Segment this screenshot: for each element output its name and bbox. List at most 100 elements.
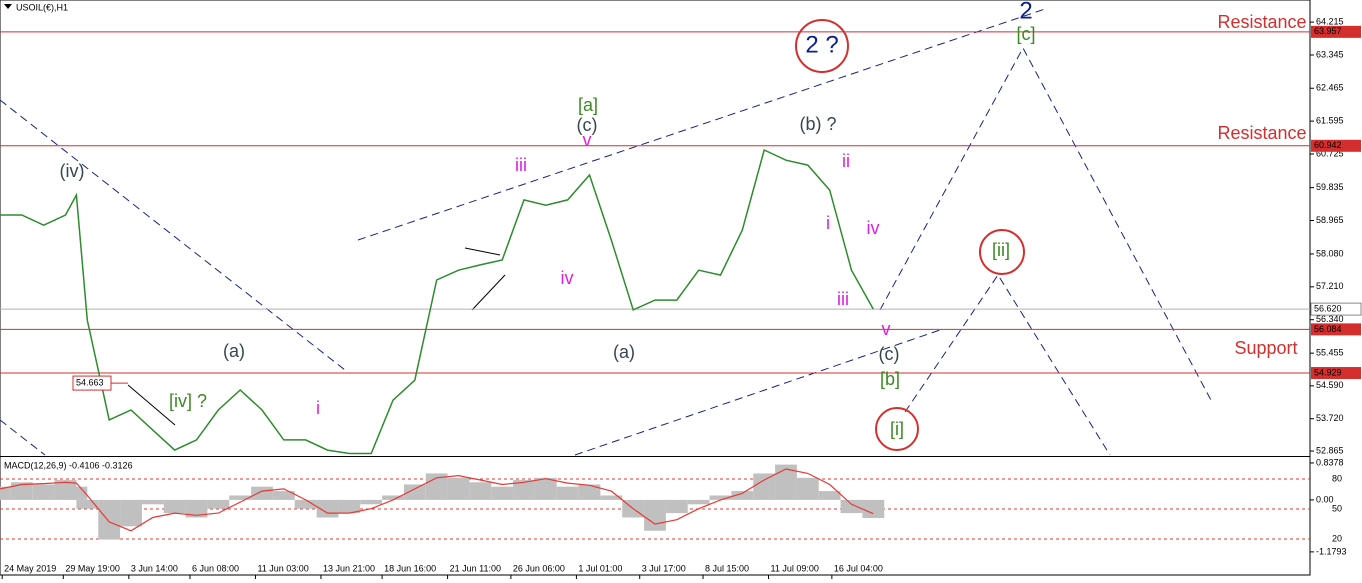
- macd-bar: [840, 499, 863, 514]
- level-value: 63.957: [1314, 26, 1342, 36]
- wave-label: iii: [837, 289, 849, 309]
- y-tick-label: 52.865: [1316, 445, 1344, 455]
- y-tick-label: 60.725: [1316, 148, 1344, 158]
- y-tick-label: 59.835: [1316, 182, 1344, 192]
- macd-bar: [382, 495, 404, 500]
- macd-bar: [469, 482, 492, 500]
- x-tick-label: 24 May 2019: [4, 563, 56, 573]
- wave-label: i: [826, 213, 830, 233]
- macd-bar: [775, 464, 797, 500]
- marker-tag: [72, 375, 112, 391]
- macd-bar: [818, 491, 841, 500]
- wave-label: (c): [879, 344, 900, 364]
- level-value: 54.929: [1314, 367, 1342, 377]
- x-tick-label: 21 Jun 11:00: [450, 563, 501, 573]
- y-tick-label: 55.455: [1316, 348, 1344, 358]
- macd-bar: [447, 477, 470, 500]
- current-price-tag: [1310, 302, 1362, 316]
- level-tag: [1311, 139, 1361, 152]
- macd-bar: [338, 499, 361, 514]
- level-value: 56.084: [1314, 324, 1342, 334]
- wave-label: (a): [613, 342, 635, 362]
- wave-label: v: [882, 319, 891, 339]
- x-tick-label: 3 Jul 17:00: [642, 563, 686, 573]
- macd-bar: [294, 499, 317, 509]
- wave-label: 2: [1019, 0, 1032, 24]
- y-tick-label: 56.340: [1316, 314, 1344, 324]
- y-tick-label: 53.720: [1316, 413, 1344, 423]
- y-tick-label: -1.1793: [1316, 546, 1347, 556]
- wave-label: ii: [842, 151, 850, 171]
- wave-label: [a]: [578, 95, 598, 115]
- wave-label: (c): [577, 115, 598, 135]
- wave-label: [i]: [890, 419, 904, 439]
- wave-label: iv: [561, 268, 574, 288]
- macd-bar: [491, 486, 514, 500]
- level-label: Resistance: [1217, 123, 1306, 143]
- x-tick-label: 26 Jun 06:00: [513, 563, 565, 573]
- level-tag: [1311, 25, 1361, 38]
- y-tick-label: 64.215: [1316, 16, 1344, 26]
- y2-tick-label: 80: [1332, 473, 1342, 483]
- current-price: 56.620: [1314, 304, 1342, 314]
- wave-label: v: [583, 130, 592, 150]
- y-tick-label: 58.080: [1316, 248, 1344, 258]
- wave-label: (b) ?: [799, 114, 836, 134]
- price-line: [0, 148, 874, 455]
- macd-bar: [185, 499, 208, 518]
- macd-bar: [32, 484, 55, 500]
- macd-bar: [229, 495, 252, 500]
- wave-label: [b]: [880, 369, 900, 389]
- macd-bar: [796, 477, 819, 500]
- macd-bar: [0, 486, 11, 500]
- level-label: Resistance: [1217, 12, 1306, 32]
- x-tick-label: 6 Jun 08:00: [192, 563, 239, 573]
- signal-line: [0, 468, 874, 532]
- macd-bar: [207, 499, 230, 509]
- y-tick-label: 63.345: [1316, 49, 1344, 59]
- macd-bar: [120, 499, 142, 527]
- x-tick-label: 13 Jun 21:00: [323, 563, 375, 573]
- level-label: Support: [1234, 338, 1297, 358]
- macd-bar: [403, 484, 426, 500]
- x-tick-label: 3 Jun 14:00: [131, 563, 178, 573]
- wave-label: (iv): [60, 161, 85, 181]
- level-tag: [1311, 367, 1361, 380]
- wave-label: iv: [867, 218, 880, 238]
- macd-bar: [753, 473, 776, 500]
- macd-bar: [141, 499, 164, 505]
- wave-label: 2 ?: [805, 31, 838, 58]
- macd-bar: [513, 480, 535, 500]
- macd-bar: [534, 477, 557, 500]
- y-tick-label: 58.965: [1316, 215, 1344, 225]
- x-tick-label: 11 Jul 09:00: [771, 563, 819, 573]
- macd-bar: [709, 495, 732, 500]
- macd-label: MACD(12,26,9) -0.4106 -0.3126: [4, 460, 133, 470]
- x-tick-label: 29 May 19:00: [65, 563, 120, 573]
- trend-lines: [0, 7, 1213, 456]
- y2-tick-label: 50: [1332, 503, 1342, 513]
- macd-bar: [731, 491, 754, 500]
- macd-bar: [665, 499, 688, 514]
- wave-label: [c]: [1016, 24, 1035, 44]
- y2-tick-label: 20: [1332, 533, 1342, 543]
- marker-value: 54.663: [76, 377, 104, 387]
- level-tag: [1311, 323, 1361, 336]
- y-tick-label: 61.595: [1316, 115, 1344, 125]
- macd-bar: [272, 491, 295, 500]
- y-tick-label: 0.8378: [1316, 457, 1344, 467]
- x-tick-label: 11 Jun 03:00: [257, 563, 308, 573]
- macd-bar: [687, 499, 710, 505]
- x-tick-label: 16 Jul 04:00: [834, 563, 883, 573]
- x-tick-label: 18 Jun 16:00: [384, 563, 436, 573]
- wave-label: i: [316, 398, 320, 418]
- macd-bar: [644, 499, 666, 531]
- macd-bar: [578, 484, 601, 500]
- y-tick-label: 57.210: [1316, 281, 1344, 291]
- macd-bar: [76, 499, 99, 509]
- circles: [795, 19, 1025, 451]
- macd-bar: [600, 495, 623, 500]
- macd-bar: [163, 499, 186, 514]
- wave-label: iii: [515, 155, 527, 175]
